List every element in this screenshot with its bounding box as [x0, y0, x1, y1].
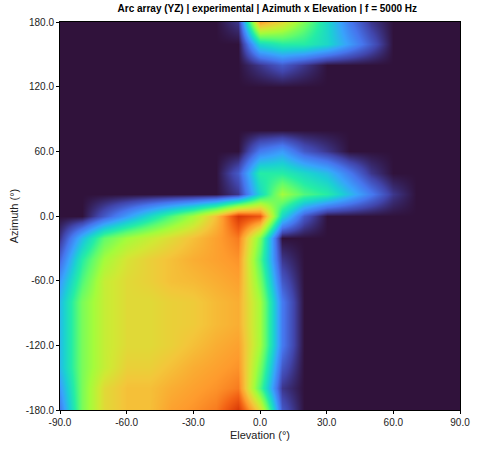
svg-text:0.0: 0.0 — [253, 417, 267, 428]
svg-text:Arc array (YZ) | experimental: Arc array (YZ) | experimental | Azimuth … — [118, 3, 418, 14]
svg-text:180.0: 180.0 — [29, 17, 54, 28]
svg-text:-120.0: -120.0 — [26, 340, 55, 351]
svg-text:Elevation (°): Elevation (°) — [230, 429, 290, 441]
svg-text:-60.0: -60.0 — [115, 417, 138, 428]
svg-text:Azimuth (°): Azimuth (°) — [8, 189, 20, 244]
svg-text:0.0: 0.0 — [40, 211, 54, 222]
svg-text:60.0: 60.0 — [384, 417, 404, 428]
svg-text:60.0: 60.0 — [35, 146, 55, 157]
svg-text:-90.0: -90.0 — [49, 417, 72, 428]
svg-text:120.0: 120.0 — [29, 81, 54, 92]
svg-text:90.0: 90.0 — [450, 417, 470, 428]
svg-text:30.0: 30.0 — [317, 417, 337, 428]
svg-text:-180.0: -180.0 — [26, 405, 55, 416]
svg-text:-30.0: -30.0 — [182, 417, 205, 428]
svg-text:-60.0: -60.0 — [31, 275, 54, 286]
